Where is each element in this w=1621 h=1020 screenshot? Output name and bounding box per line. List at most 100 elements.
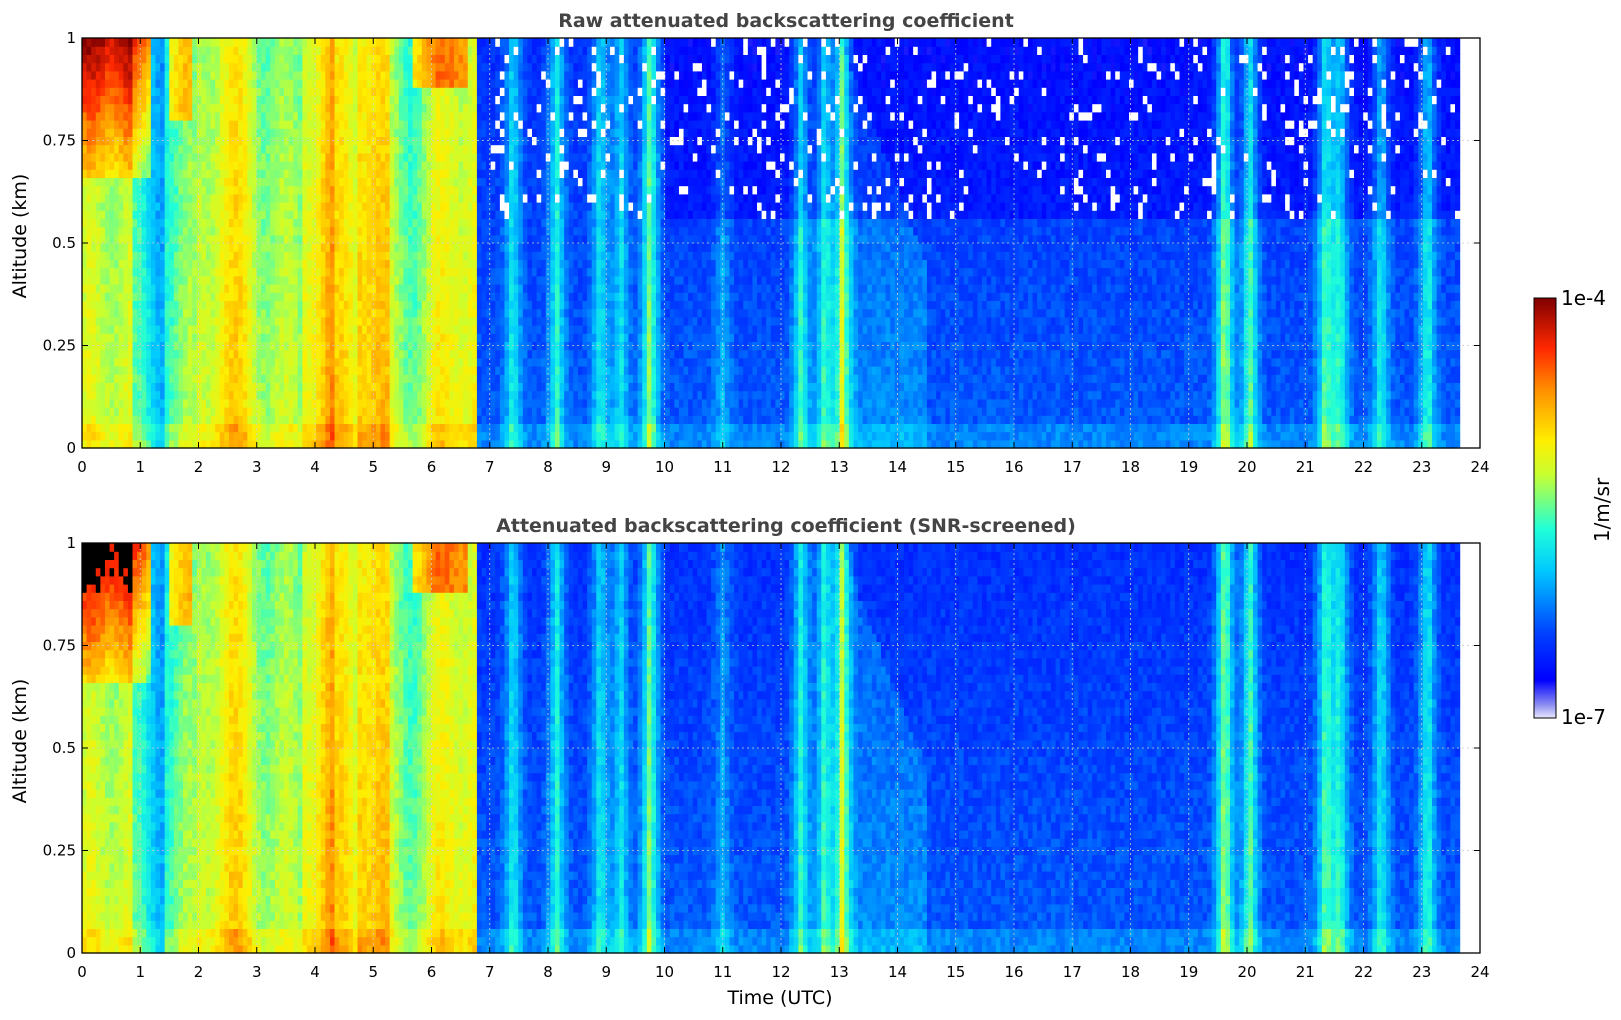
heatmap-cell [408,431,414,441]
heatmap-cell [509,202,515,211]
heatmap-cell [490,111,496,121]
heatmap-cell [251,382,258,392]
heatmap-cell [467,234,473,244]
heatmap-cell [284,46,290,55]
heatmap-cell [343,259,349,269]
heatmap-cell [164,308,170,318]
heatmap-cell [495,366,501,375]
heatmap-cell [224,382,230,392]
heatmap-cell [513,398,519,408]
heatmap-cell [104,398,111,408]
heatmap-cell [224,349,230,359]
heatmap-cell [219,193,225,203]
heatmap-cell [444,70,450,80]
heatmap-cell [274,308,281,318]
heatmap-cell [522,185,529,195]
heatmap-cell [82,202,88,211]
heatmap-cell [242,431,248,441]
heatmap-cell [155,62,161,72]
heatmap-cell [449,177,455,187]
heatmap-cell [449,70,455,80]
heatmap-cell [164,79,170,88]
heatmap-cell [183,226,189,236]
heatmap-cell [495,54,501,64]
heatmap-cell [169,87,175,96]
heatmap-cell [109,316,115,326]
heatmap-cell [173,46,180,55]
heatmap-cell [467,275,473,285]
heatmap-cell [141,415,147,424]
heatmap-cell [352,177,359,187]
heatmap-cell [192,54,198,64]
heatmap-cell [307,161,313,170]
heatmap-cell [366,398,372,408]
heatmap-cell [380,169,386,178]
heatmap-cell [169,111,175,121]
heatmap-cell [164,111,170,121]
heatmap-cell [256,423,262,433]
heatmap-cell [504,144,510,154]
heatmap-cell [210,423,216,433]
heatmap-cell [417,439,423,449]
heatmap-cell [463,193,469,203]
heatmap-cell [417,185,423,195]
heatmap-cell [527,349,533,359]
heatmap-cell [467,79,473,88]
heatmap-cell [453,161,460,170]
heatmap-cell [192,423,198,433]
heatmap-cell [192,226,198,236]
heatmap-cell [375,54,382,64]
heatmap-cell [403,54,409,64]
heatmap-cell [284,95,290,105]
heatmap-cell [86,177,92,187]
heatmap-cell [366,341,372,351]
heatmap-cell [307,218,313,228]
heatmap-cell [371,46,377,55]
heatmap-cell [242,185,248,195]
heatmap-cell [463,218,469,228]
heatmap-cell [137,70,143,80]
heatmap-cell [435,366,441,375]
heatmap-cell [215,193,221,203]
heatmap-cell [169,341,175,351]
heatmap-cell [201,382,207,392]
heatmap-cell [522,234,529,244]
heatmap-cell [435,308,441,318]
heatmap-cell [109,234,115,244]
heatmap-cell [247,95,253,105]
heatmap-cell [371,87,377,96]
heatmap-cell [440,38,446,47]
heatmap-cell [394,144,400,154]
heatmap-cell [380,382,386,392]
heatmap-cell [417,218,423,228]
heatmap-cell [270,382,276,392]
heatmap-cell [536,161,542,170]
heatmap-cell [307,70,313,80]
heatmap-cell [201,87,207,96]
heatmap-cell [274,259,281,269]
heatmap-cell [385,218,391,228]
heatmap-cell [284,431,290,441]
heatmap-cell [123,341,129,351]
heatmap-cell [284,210,290,219]
heatmap-cell [274,177,281,187]
heatmap-cell [431,169,437,178]
heatmap-cell [127,341,134,351]
heatmap-cell [183,128,189,137]
heatmap-cell [362,349,368,359]
heatmap-cell [274,267,281,277]
heatmap-cell [247,70,253,80]
heatmap-cell [238,243,244,252]
heatmap-cell [150,407,157,416]
heatmap-cell [334,193,340,203]
heatmap-cell [458,431,464,441]
heatmap-cell [187,169,193,178]
heatmap-cell [357,357,363,367]
heatmap-cell [178,62,184,72]
heatmap-cell [256,275,262,285]
heatmap-cell [476,120,483,129]
heatmap-cell [394,177,400,187]
heatmap-cell [509,267,515,277]
heatmap-cell [127,62,134,72]
heatmap-cell [104,226,111,236]
